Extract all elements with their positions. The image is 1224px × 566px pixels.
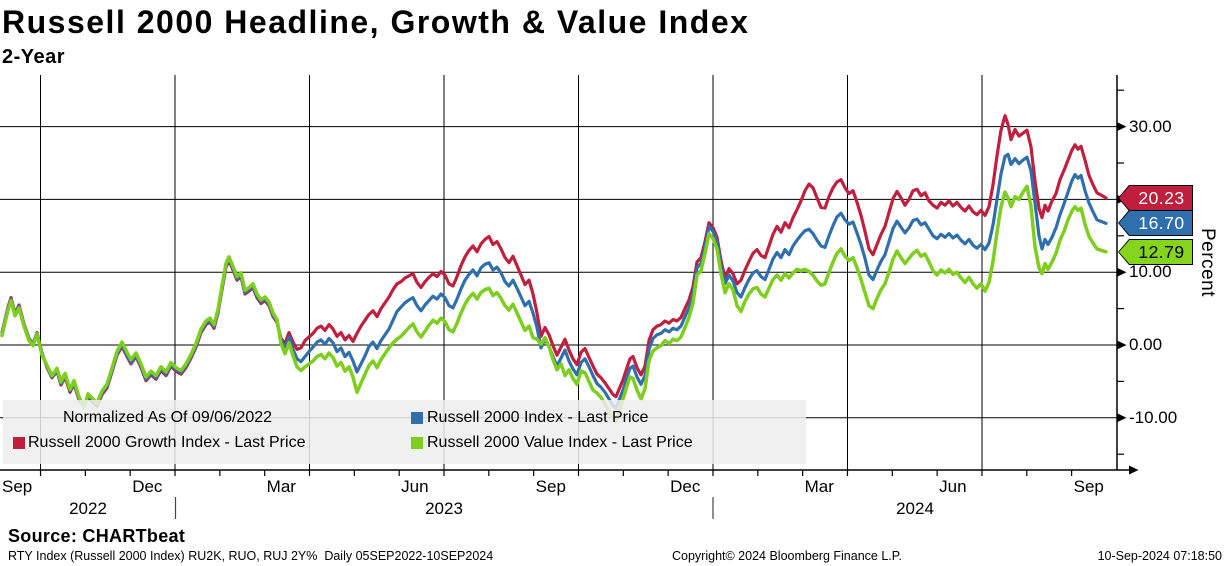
y-tick-label: 0.00 [1129,335,1163,354]
last-price-badge-index: 16.70 [1118,210,1193,236]
footer-timestamp: 10-Sep-2024 07:18:50 [1097,549,1222,563]
x-year-label: 2022 [69,499,107,518]
x-month-label: Dec [670,477,701,496]
x-month-label: Jun [939,477,967,496]
x-month-label: Jun [401,477,429,496]
page-title: Russell 2000 Headline, Growth & Value In… [2,4,750,40]
legend-swatch-growth [13,437,25,449]
x-month-label: Sep [535,477,566,496]
legend-swatch-index [411,412,423,424]
legend-normalized-note: Normalized As Of 09/06/2022 [63,409,273,426]
y-axis-title: Percent [1197,228,1218,297]
y-tick-label: 10.00 [1129,262,1172,282]
chart-legend: Normalized As Of 09/06/2022 Russell 2000… [3,400,806,464]
x-month-label: Sep [1073,477,1104,496]
x-month-label: Mar [266,477,296,496]
footer-ticker-info: RTY Index (Russell 2000 Index) RU2K, RUO… [8,549,494,563]
y-tick-arrow [1117,413,1127,423]
x-year-label: 2023 [425,499,463,518]
legend-item-index: Russell 2000 Index - Last Price [427,409,649,426]
last-price-badge-value: 12.79 [1118,239,1193,265]
y-tick-arrow [1117,267,1127,277]
x-month-label: Mar [804,477,834,496]
legend-swatch-value [411,437,423,449]
source-line: Source: CHARTbeat [8,526,186,546]
x-axis-arrow [1129,465,1139,475]
series-line-value [0,184,1108,424]
x-month-label: Dec [132,477,163,496]
x-year-label: 2024 [896,499,934,518]
series-line-index [0,152,1108,410]
y-tick-arrow [1117,122,1127,132]
chart-subtitle: 2-Year [2,46,66,68]
legend-item-growth: Russell 2000 Growth Index - Last Price [28,434,306,451]
y-tick-label: -10.00 [1129,407,1178,427]
y-tick-arrow [1117,340,1127,350]
y-tick-label: 30.00 [1129,116,1172,136]
last-price-badge-growth: 20.23 [1118,185,1193,211]
footer-copyright: Copyright© 2024 Bloomberg Finance L.P. [672,549,902,563]
x-month-label: Sep [2,477,33,496]
legend-item-value: Russell 2000 Value Index - Last Price [427,434,693,451]
